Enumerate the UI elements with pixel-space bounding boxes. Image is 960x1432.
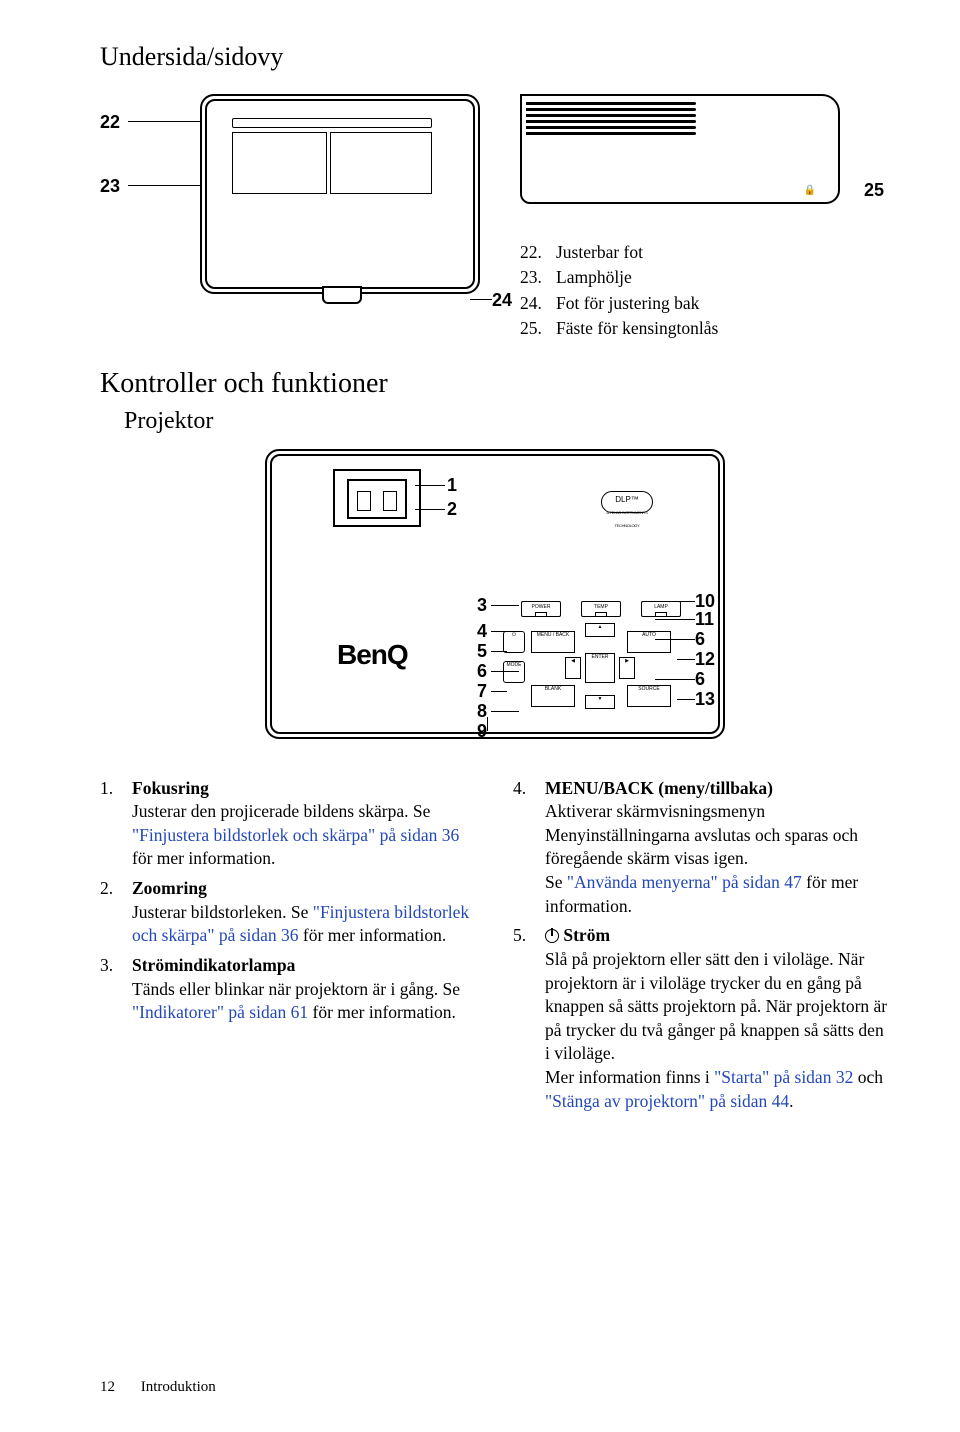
lens-assembly (333, 469, 421, 527)
callout-24: 24 (492, 290, 512, 311)
link-menyer[interactable]: "Använda menyerna" på sidan 47 (567, 872, 802, 892)
page-footer: 12 Introduktion (100, 1379, 216, 1396)
mode-button: MODE (503, 661, 525, 683)
num-6c: 6 (695, 669, 705, 690)
right-column: 4. MENU/BACK (meny/tillbaka) Aktiverar s… (513, 777, 890, 1120)
item-4: 4. MENU/BACK (meny/tillbaka) Aktiverar s… (513, 777, 890, 919)
section-title-undersida: Undersida/sidovy (100, 42, 890, 72)
bottom-view-wrap: 22 23 24 (100, 94, 490, 324)
link-indikatorer[interactable]: "Indikatorer" på sidan 61 (132, 1002, 308, 1022)
chapter-name: Introduktion (141, 1379, 216, 1395)
num-5: 5 (477, 641, 487, 662)
section-title-kontroller: Kontroller och funktioner (100, 368, 890, 400)
top-diagram-row: 22 23 24 🔒 25 22.Justerbar fot (100, 94, 890, 342)
menu-back-button: MENU / BACK (531, 631, 575, 653)
num-7: 7 (477, 681, 487, 702)
num-8: 8 (477, 701, 487, 722)
num-3: 3 (477, 595, 487, 616)
benq-logo: BenQ (337, 639, 408, 671)
link-stanga[interactable]: "Stänga av projektorn" på sidan 44 (545, 1091, 789, 1111)
legend-item-25: 25.Fäste för kensingtonlås (520, 316, 890, 341)
left-column: 1. Fokusring Justerar den projicerade bi… (100, 777, 477, 1120)
power-icon (545, 929, 559, 943)
link-starta[interactable]: "Starta" på sidan 32 (714, 1067, 853, 1087)
power-indicator: POWER (521, 601, 561, 617)
num-11: 11 (695, 609, 714, 630)
power-button: ⏻ (503, 631, 525, 653)
top-legend-list: 22.Justerbar fot 23.Lamphölje 24.Fot för… (520, 240, 890, 342)
lamp-indicator: LAMP (641, 601, 681, 617)
projector-bottom-view (200, 94, 480, 294)
item-5: 5. Ström Slå på projektorn eller sätt de… (513, 924, 890, 1113)
right-button: ▶ (619, 657, 635, 679)
control-panel: POWER TEMP LAMP ⏻ MENU / BACK ▲ AUTO ◀ E… (521, 601, 691, 711)
dlp-badge: DLP™A TEXAS INSTRUMENTS TECHNOLOGY (601, 491, 653, 513)
callout-25: 25 (864, 180, 884, 201)
item-3: 3. Strömindikatorlampa Tänds eller blink… (100, 954, 477, 1025)
num-12: 12 (695, 649, 715, 670)
temp-indicator: TEMP (581, 601, 621, 617)
item-2: 2. Zoomring Justerar bildstorleken. Se "… (100, 877, 477, 948)
num-6b: 6 (695, 629, 705, 650)
callout-23: 23 (100, 176, 120, 197)
projector-top-diagram: DLP™A TEXAS INSTRUMENTS TECHNOLOGY BenQ … (215, 449, 775, 749)
source-button: SOURCE (627, 685, 671, 707)
legend-item-24: 24.Fot för justering bak (520, 291, 890, 316)
section-title-projektor: Projektor (124, 408, 890, 435)
page-number: 12 (100, 1379, 115, 1395)
num-13: 13 (695, 689, 715, 710)
blank-button: BLANK (531, 685, 575, 707)
num-1: 1 (447, 475, 457, 496)
num-9: 9 (477, 721, 487, 742)
projector-side-view: 🔒 25 (520, 94, 850, 234)
item-1: 1. Fokusring Justerar den projicerade bi… (100, 777, 477, 872)
kensington-lock-icon: 🔒 (804, 185, 816, 196)
side-view-column: 🔒 25 22.Justerbar fot 23.Lamphölje 24.Fo… (520, 94, 890, 342)
description-columns: 1. Fokusring Justerar den projicerade bi… (100, 777, 890, 1120)
callout-22: 22 (100, 112, 120, 133)
left-button: ◀ (565, 657, 581, 679)
down-button: ▼ (585, 695, 615, 709)
callout-24-line (470, 299, 492, 300)
legend-item-22: 22.Justerbar fot (520, 240, 890, 265)
link-finjustera-1[interactable]: "Finjustera bildstorlek och skärpa" på s… (132, 825, 459, 845)
num-6a: 6 (477, 661, 487, 682)
up-button: ▲ (585, 623, 615, 637)
enter-button: ENTER (585, 653, 615, 683)
num-4: 4 (477, 621, 487, 642)
legend-item-23: 23.Lamphölje (520, 265, 890, 290)
auto-button: AUTO (627, 631, 671, 653)
num-2: 2 (447, 499, 457, 520)
